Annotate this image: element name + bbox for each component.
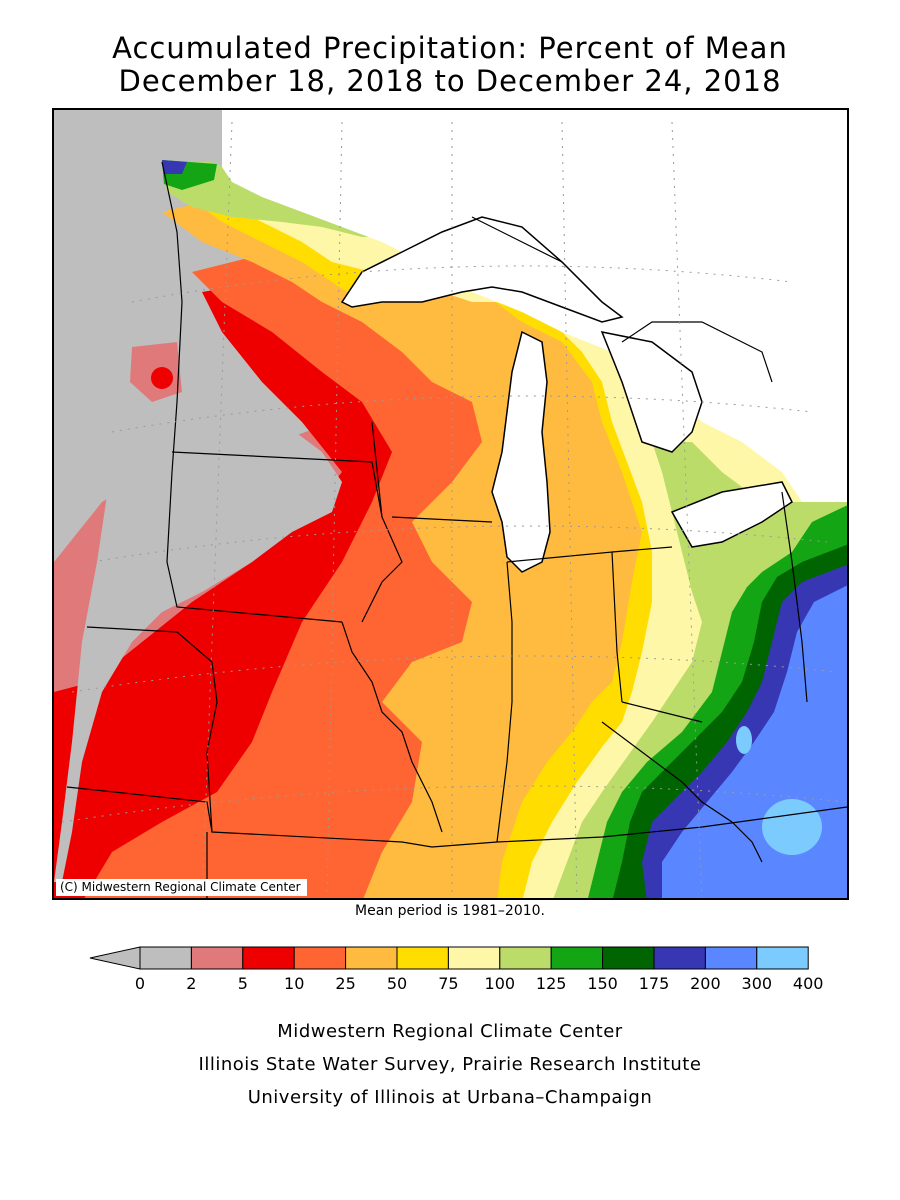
legend-tick-label: 125 bbox=[535, 974, 567, 993]
lake-huron bbox=[600, 330, 703, 453]
zone-300-400-a bbox=[762, 799, 822, 855]
legend-swatch bbox=[242, 946, 295, 970]
mean-period-note: Mean period is 1981–2010. bbox=[355, 903, 545, 919]
legend-underflow-arrow bbox=[89, 946, 141, 970]
zone-300-400-b bbox=[736, 726, 752, 754]
legend-tick-label: 10 bbox=[284, 974, 305, 993]
map-title-line2: December 18, 2018 to December 24, 2018 bbox=[118, 64, 782, 98]
credit-line-2: Illinois State Water Survey, Prairie Res… bbox=[198, 1054, 702, 1075]
legend-swatch bbox=[602, 946, 655, 970]
state-boundaries bbox=[66, 161, 847, 898]
map-canvas bbox=[54, 110, 847, 898]
legend-tick-label: 5 bbox=[237, 974, 248, 993]
legend-tick-label: 25 bbox=[335, 974, 356, 993]
legend-swatch bbox=[653, 946, 706, 970]
copyright-label: (C) Midwestern Regional Climate Center bbox=[56, 879, 307, 896]
credit-line-3: University of Illinois at Urbana–Champai… bbox=[247, 1087, 653, 1108]
lat-lon-grid bbox=[61, 121, 847, 898]
legend-tick-label: 150 bbox=[587, 974, 618, 993]
legend-swatch bbox=[550, 946, 604, 970]
legend-tick-label: 0 bbox=[134, 974, 146, 993]
color-legend: 0 2 5 10 25 50 75 100 125 150 175 200 300 400 bbox=[88, 946, 828, 996]
lake-erie bbox=[670, 481, 793, 548]
zone-red-spot bbox=[151, 367, 173, 389]
zone-west-gray bbox=[54, 322, 342, 882]
legend-swatch bbox=[293, 946, 347, 970]
legend-tick-label: 50 bbox=[386, 974, 408, 993]
lake-superior bbox=[340, 216, 624, 323]
zone-north-blue bbox=[162, 160, 187, 174]
legend-tick-label: 300 bbox=[741, 974, 773, 993]
precipitation-map: (C) Midwestern Regional Climate Center bbox=[52, 108, 849, 900]
credit-line-1: Midwestern Regional Climate Center bbox=[277, 1021, 623, 1042]
legend-tick-label: 400 bbox=[792, 974, 824, 993]
map-title-line1: Accumulated Precipitation: Percent of Me… bbox=[112, 31, 788, 65]
legend-swatch bbox=[756, 946, 809, 970]
legend-swatch bbox=[447, 946, 501, 970]
legend-tick-label: 200 bbox=[690, 974, 721, 993]
legend-tick-label: 100 bbox=[484, 974, 516, 993]
lake-michigan bbox=[491, 330, 551, 573]
legend-tick-label: 2 bbox=[186, 974, 197, 993]
legend-swatch bbox=[345, 946, 398, 970]
legend-bar bbox=[89, 946, 809, 970]
legend-tick-label: 75 bbox=[438, 974, 459, 993]
legend-swatch bbox=[139, 946, 192, 970]
legend-swatch bbox=[704, 946, 758, 970]
legend-swatch bbox=[499, 946, 552, 970]
legend-swatch bbox=[396, 946, 449, 970]
legend-swatch bbox=[190, 946, 244, 970]
legend-tick-label: 175 bbox=[638, 974, 670, 993]
